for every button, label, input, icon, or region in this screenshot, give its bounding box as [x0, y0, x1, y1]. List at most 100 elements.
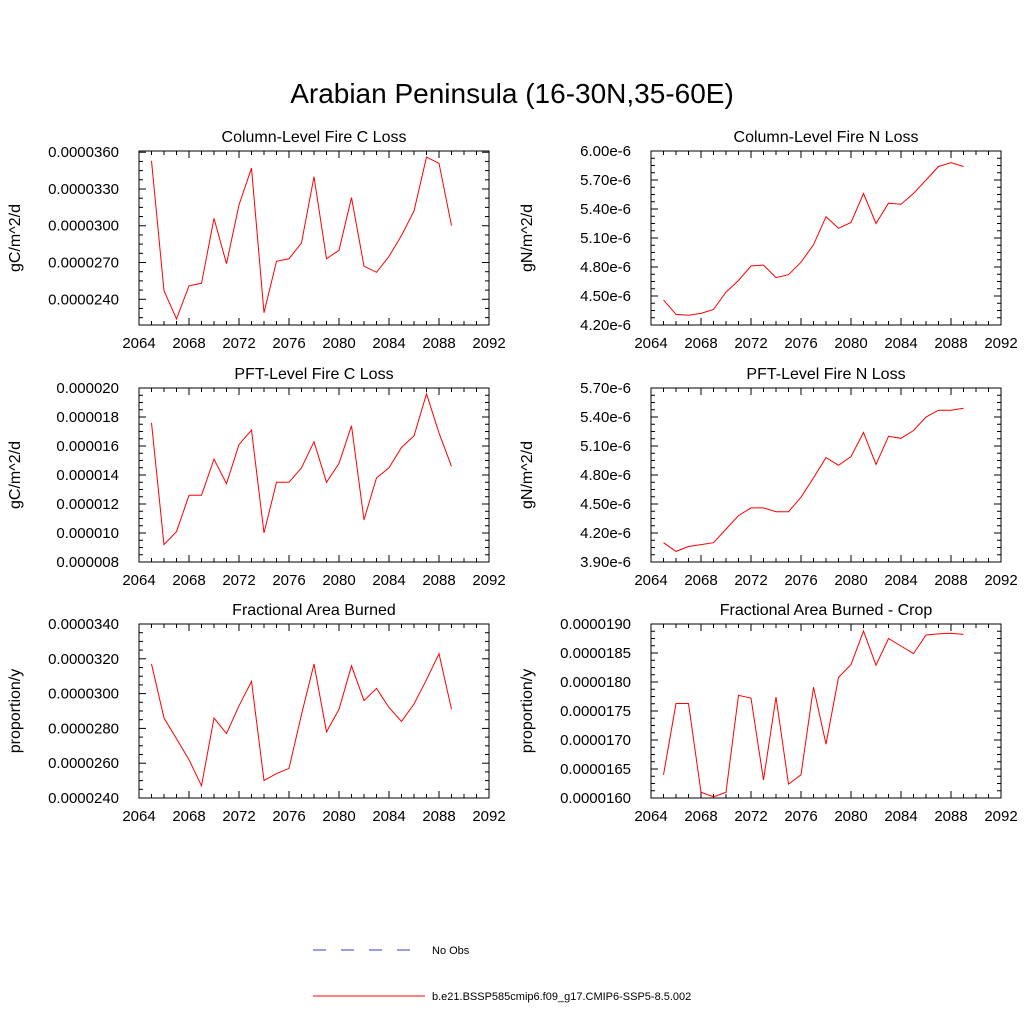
- y-tick-label: 5.40e-6: [580, 409, 631, 426]
- chart-title: Fractional Area Burned: [232, 602, 396, 619]
- series-line: [151, 652, 452, 788]
- x-tick-label: 2072: [222, 335, 255, 352]
- y-tick-label: 4.50e-6: [580, 496, 631, 513]
- y-tick-label: 4.80e-6: [580, 259, 631, 276]
- y-tick-label: 5.70e-6: [580, 380, 631, 397]
- x-tick-label: 2088: [422, 335, 455, 352]
- y-tick-label: 5.40e-6: [580, 201, 631, 218]
- plot-frame: [650, 150, 1002, 326]
- x-tick-label: 2092: [984, 335, 1017, 352]
- chart-panel-3: PFT-Level Fire N Loss gN/m^2/d 2064 2068 207…: [512, 357, 1024, 597]
- chart-panel-4: Fractional Area Burned proportion/y 2064 20…: [0, 593, 512, 833]
- x-tick-label: 2072: [222, 572, 255, 589]
- y-tick-label: 6.00e-6: [580, 143, 631, 160]
- chart-panel-0: Column-Level Fire C Loss gC/m^2/d 2064 2068…: [0, 120, 512, 360]
- x-tick-label: 2076: [272, 335, 305, 352]
- x-tick-label: 2084: [884, 335, 917, 352]
- chart-panel-2: PFT-Level Fire C Loss gC/m^2/d 2064 2068 207…: [0, 357, 512, 597]
- y-tick-label: 0.0000190: [560, 616, 631, 633]
- chart-svg: Column-Level Fire C Loss gC/m^2/d 2064 2068…: [7, 129, 506, 352]
- legend-label-model: b.e21.BSSP585cmip6.f09_g17.CMIP6-SSP5-8.…: [432, 991, 691, 1003]
- y-axis-label: gN/m^2/d: [519, 441, 536, 509]
- x-tick-label: 2080: [834, 808, 867, 825]
- legend-label-no-obs: No Obs: [432, 945, 470, 957]
- y-tick-label: 0.000008: [56, 554, 119, 571]
- x-tick-label: 2092: [472, 572, 505, 589]
- y-tick-label: 0.0000240: [48, 291, 119, 308]
- x-tick-label: 2072: [734, 808, 767, 825]
- x-tick-label: 2088: [422, 808, 455, 825]
- series-line: [151, 392, 452, 546]
- y-axis-label: gC/m^2/d: [7, 441, 24, 509]
- page-title: Arabian Peninsula (16-30N,35-60E): [290, 78, 734, 109]
- y-tick-label: 0.0000320: [48, 651, 119, 668]
- chart-panel-1: Column-Level Fire N Loss gN/m^2/d 2064 2068…: [512, 120, 1024, 360]
- y-tick-label: 0.0000185: [560, 645, 631, 662]
- y-tick-label: 0.0000340: [48, 616, 119, 633]
- y-tick-label: 4.50e-6: [580, 288, 631, 305]
- x-tick-label: 2076: [784, 808, 817, 825]
- y-axis-label: proportion/y: [519, 669, 536, 754]
- x-tick-label: 2076: [784, 335, 817, 352]
- x-tick-label: 2068: [684, 335, 717, 352]
- x-tick-label: 2092: [984, 808, 1017, 825]
- x-tick-label: 2092: [984, 572, 1017, 589]
- y-tick-label: 5.70e-6: [580, 172, 631, 189]
- x-tick-label: 2080: [322, 808, 355, 825]
- legend-svg: No Obs b.e21.BSSP585cmip6.f09_g17.CMIP6-…: [313, 945, 691, 1003]
- chart-svg: Column-Level Fire N Loss gN/m^2/d 2064 2068…: [519, 129, 1018, 352]
- x-tick-label: 2064: [122, 808, 155, 825]
- x-tick-label: 2084: [884, 572, 917, 589]
- x-tick-label: 2084: [372, 808, 405, 825]
- y-tick-label: 4.20e-6: [580, 525, 631, 542]
- x-tick-label: 2084: [372, 335, 405, 352]
- plot-frame: [650, 623, 1002, 799]
- x-tick-label: 2072: [222, 808, 255, 825]
- chart-title: PFT-Level Fire N Loss: [746, 366, 905, 383]
- y-tick-label: 0.0000175: [560, 703, 631, 720]
- x-tick-label: 2092: [472, 335, 505, 352]
- chart-title: Column-Level Fire N Loss: [734, 129, 919, 146]
- y-tick-label: 0.0000160: [560, 790, 631, 807]
- x-tick-label: 2068: [172, 572, 205, 589]
- y-tick-label: 4.80e-6: [580, 467, 631, 484]
- x-tick-label: 2068: [684, 572, 717, 589]
- x-tick-label: 2068: [172, 335, 205, 352]
- series-line: [663, 162, 964, 316]
- y-tick-label: 0.0000165: [560, 761, 631, 778]
- x-tick-label: 2076: [272, 572, 305, 589]
- y-tick-label: 3.90e-6: [580, 554, 631, 571]
- x-tick-label: 2080: [834, 572, 867, 589]
- chart-svg: Fractional Area Burned - Crop proportion/…: [519, 602, 1018, 825]
- y-tick-label: 4.20e-6: [580, 317, 631, 334]
- x-tick-label: 2088: [934, 335, 967, 352]
- series-line: [663, 407, 964, 552]
- x-tick-label: 2068: [172, 808, 205, 825]
- y-tick-label: 0.0000330: [48, 181, 119, 198]
- x-tick-label: 2064: [634, 572, 667, 589]
- x-tick-label: 2072: [734, 572, 767, 589]
- x-tick-label: 2084: [372, 572, 405, 589]
- x-tick-label: 2072: [734, 335, 767, 352]
- y-axis-label: proportion/y: [7, 669, 24, 754]
- x-tick-label: 2080: [834, 335, 867, 352]
- y-tick-label: 0.000012: [56, 496, 119, 513]
- x-tick-label: 2064: [634, 335, 667, 352]
- x-tick-label: 2076: [272, 808, 305, 825]
- y-tick-label: 0.0000170: [560, 732, 631, 749]
- y-axis-label: gC/m^2/d: [7, 204, 24, 272]
- series-line: [151, 156, 452, 321]
- y-tick-label: 0.0000280: [48, 720, 119, 737]
- y-tick-label: 0.0000180: [560, 674, 631, 691]
- y-tick-label: 0.0000360: [48, 144, 119, 161]
- chart-panel-5: Fractional Area Burned - Crop proportion/…: [512, 593, 1024, 833]
- x-tick-label: 2084: [884, 808, 917, 825]
- x-tick-label: 2064: [122, 572, 155, 589]
- plot-frame: [650, 387, 1002, 563]
- y-tick-label: 0.000014: [56, 467, 119, 484]
- x-tick-label: 2092: [472, 808, 505, 825]
- chart-title: Column-Level Fire C Loss: [222, 129, 407, 146]
- y-tick-label: 0.000020: [56, 380, 119, 397]
- y-tick-label: 0.0000270: [48, 255, 119, 272]
- x-tick-label: 2064: [634, 808, 667, 825]
